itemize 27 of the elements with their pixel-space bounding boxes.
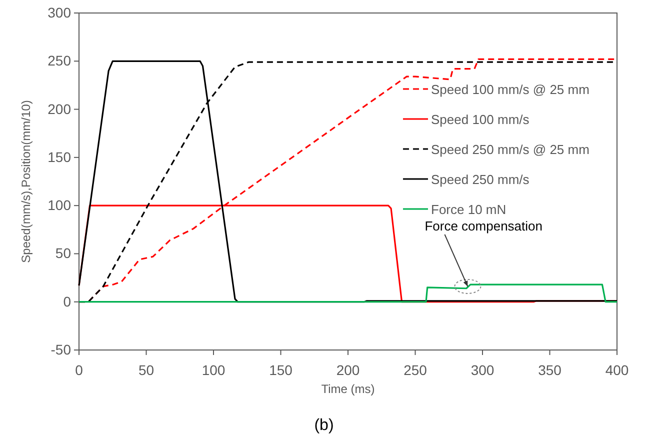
x-tick-label: 400 — [605, 362, 629, 378]
text: (b) — [314, 417, 334, 434]
x-tick-label: 250 — [404, 362, 428, 378]
y-tick-label: -50 — [50, 341, 72, 358]
y-tick-label: 0 — [63, 293, 72, 310]
x-tick-label: 150 — [269, 362, 293, 378]
y-tick-label: 300 — [48, 4, 72, 20]
legend-label: Speed 250 mm/s @ 25 mm — [431, 142, 590, 157]
y-tick-label: 200 — [48, 100, 72, 117]
line-series — [78, 284, 618, 303]
x-tick-label: 50 — [138, 362, 154, 378]
y-tick-label: 250 — [48, 52, 72, 69]
x-axis-title: Time (ms) — [321, 382, 375, 396]
legend-label: Speed 100 mm/s — [431, 112, 530, 127]
y-tick-label: 100 — [48, 197, 72, 214]
legend-label: Speed 250 mm/s — [431, 172, 530, 187]
legend-label: Speed 100 mm/s @ 25 mm — [431, 82, 590, 97]
x-tick-label: 300 — [470, 362, 494, 378]
x-tick-label: 350 — [538, 362, 562, 378]
x-tick-label: 200 — [336, 362, 360, 378]
y-tick-label: 150 — [48, 148, 72, 165]
x-tick-label: 0 — [75, 362, 84, 378]
legend-label: Force 10 mN — [431, 202, 506, 217]
y-axis-title: Speed(mm/s),Position(mm/10) — [19, 100, 33, 263]
x-tick-label: 100 — [202, 362, 226, 378]
annotation: Force compensation — [424, 218, 542, 234]
y-tick-label: 50 — [55, 245, 72, 262]
